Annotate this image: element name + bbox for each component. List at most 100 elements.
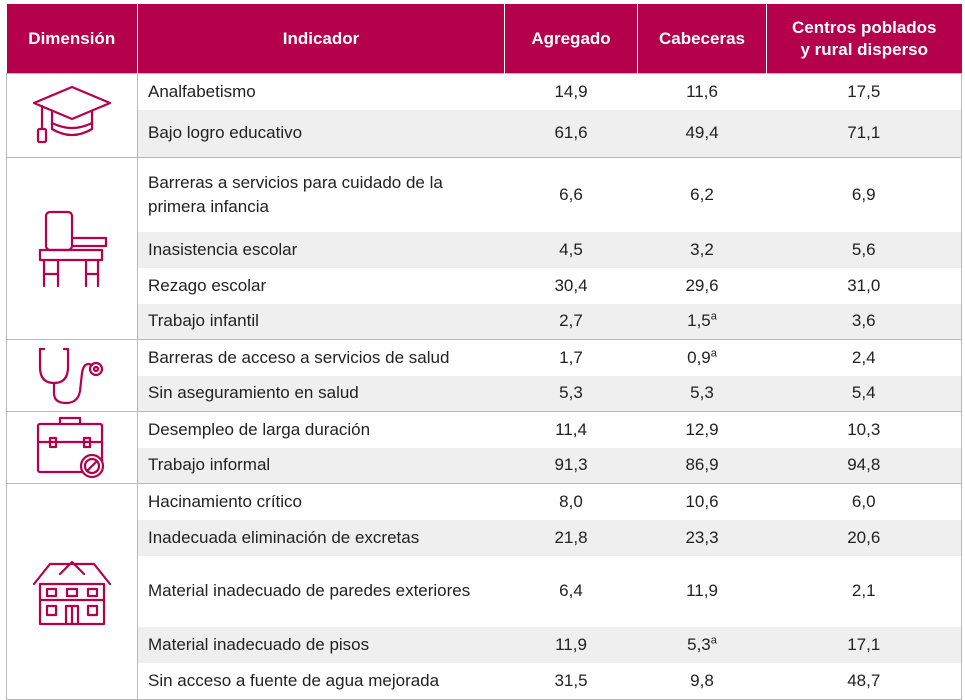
header-indicator: Indicador: [137, 4, 505, 74]
table-row: Desempleo de larga duración 11,4 12,9 10…: [6, 411, 962, 484]
indicator-cell: Hacinamiento crítico: [137, 483, 505, 520]
indicator-cell: Sin aseguramiento en salud: [137, 375, 505, 412]
aggregate-cell: 11,4: [504, 411, 638, 448]
heads-cell: 0,9a: [637, 339, 767, 376]
indicator-cell: Trabajo infantil: [137, 303, 505, 340]
header-aggregate: Agregado: [504, 4, 638, 74]
rural-cell: 94,8: [766, 447, 962, 484]
table-row: Trabajo informal 91,3 86,9 94,8: [7, 447, 962, 484]
heads-value: 86,9: [685, 455, 719, 475]
heads-value: 5,3: [690, 383, 714, 403]
table-row: Barreras a servicios para cuidado de la …: [6, 157, 962, 340]
header-dimension: Dimensión: [6, 4, 138, 74]
indicator-cell: Barreras a servicios para cuidado de la …: [137, 157, 505, 232]
table-row: Bajo logro educativo 61,6 49,4 71,1: [7, 109, 962, 158]
dimension-childhood: [6, 157, 138, 340]
poverty-indicators-table: Dimensión Indicador Agregado Cabeceras C…: [6, 4, 962, 700]
rural-cell: 3,6: [766, 303, 962, 340]
aggregate-cell: 1,7: [504, 339, 638, 376]
aggregate-cell: 2,7: [504, 303, 638, 340]
heads-cell: 10,6: [637, 483, 767, 520]
table-row: Barreras de acceso a servicios de salud …: [6, 339, 962, 412]
footnote-mark: a: [710, 347, 717, 360]
heads-cell: 3,2: [637, 231, 767, 268]
heads-value: 3,2: [690, 239, 714, 259]
indicator-cell: Inadecuada eliminación de excretas: [137, 519, 505, 556]
aggregate-cell: 11,9: [504, 626, 638, 663]
aggregate-cell: 6,4: [559, 581, 583, 600]
rural-cell: 6,0: [766, 483, 962, 520]
heads-value: 10,6: [685, 491, 719, 511]
header-rural: Centros poblados y rural disperso: [766, 4, 962, 74]
heads-cell: 11,9: [638, 556, 767, 627]
rural-cell: 17,5: [766, 73, 962, 110]
indicator-cell: Material inadecuado de pisos: [137, 626, 505, 663]
dimension-education: [6, 73, 138, 158]
rural-cell: 48,7: [766, 662, 962, 700]
table-row: Rezago escolar 30,4 29,6 31,0: [7, 267, 962, 304]
heads-cell: 9,8: [637, 662, 767, 700]
header-rural-line2: y rural disperso: [800, 39, 929, 59]
table-row: Sin aseguramiento en salud 5,3 5,3 5,4: [7, 375, 962, 412]
rural-cell: 71,1: [766, 109, 962, 158]
table-row: Material inadecuado de pisos 11,9 5,3a 1…: [7, 626, 962, 663]
heads-value: 23,3: [685, 527, 719, 547]
indicator-cell: Bajo logro educativo: [137, 109, 505, 158]
table-row: Material inadecuado de paredes exteriore…: [7, 555, 962, 627]
heads-cell: 12,9: [637, 411, 767, 448]
rural-cell: 5,6: [766, 231, 962, 268]
dimension-housing: [6, 483, 138, 700]
heads-cell: 23,3: [637, 519, 767, 556]
header-row: Dimensión Indicador Agregado Cabeceras C…: [6, 4, 962, 74]
aggregate-cell: 8,0: [504, 483, 638, 520]
heads-value: 11,9: [686, 581, 718, 600]
heads-cell: 1,5a: [637, 303, 767, 340]
aggregate-cell: 61,6: [504, 109, 638, 158]
indicator-cell: Rezago escolar: [148, 275, 267, 295]
heads-value: 11,6: [686, 81, 718, 101]
school-desk-icon: [38, 210, 108, 287]
aggregate-cell: 14,9: [504, 73, 638, 110]
briefcase-icon: [36, 416, 105, 478]
aggregate-cell: 6,6: [504, 157, 638, 232]
heads-cell: 29,6: [638, 268, 767, 304]
heads-value: 12,9: [685, 419, 719, 439]
rural-cell: 17,1: [766, 626, 962, 663]
heads-value: 1,5: [687, 311, 711, 331]
aggregate-cell: 91,3: [504, 447, 638, 484]
indicator-cell: Analfabetismo: [137, 73, 505, 110]
poverty-table-container: Dimensión Indicador Agregado Cabeceras C…: [6, 4, 962, 700]
heads-cell: 49,4: [637, 109, 767, 158]
indicator-cell: Inasistencia escolar: [137, 231, 505, 268]
heads-value: 9,8: [690, 670, 714, 690]
heads-cell: 11,6: [637, 73, 767, 110]
aggregate-cell: 5,3: [504, 375, 638, 412]
aggregate-cell: 21,8: [504, 519, 638, 556]
dimension-work: [6, 411, 138, 484]
indicator-cell: Trabajo informal: [137, 447, 505, 484]
heads-value: 49,4: [685, 123, 719, 143]
indicator-cell: Desempleo de larga duración: [137, 411, 505, 448]
heads-cell: 5,3: [637, 375, 767, 412]
heads-cell: 6,2: [637, 157, 767, 232]
heads-value: 5,3: [687, 634, 711, 654]
heads-cell: 5,3a: [637, 626, 767, 663]
rural-cell: 2,1: [766, 555, 962, 627]
rural-cell: 10,3: [766, 411, 962, 448]
heads-value: 6,2: [690, 184, 714, 204]
rural-cell: 6,9: [766, 157, 962, 232]
table-row: Hacinamiento crítico 8,0 10,6 6,0: [6, 483, 962, 700]
rural-cell: 5,4: [766, 375, 962, 412]
graduation-cap-icon: [32, 85, 112, 143]
table-row: Inasistencia escolar 4,5 3,2 5,6: [7, 231, 962, 268]
heads-value: 0,9: [687, 347, 711, 367]
table-row: Trabajo infantil 2,7 1,5a 3,6: [7, 303, 962, 340]
heads-cell: 86,9: [637, 447, 767, 484]
rural-cell: 31,0: [766, 267, 962, 304]
table-row: Inadecuada eliminación de excretas 21,8 …: [7, 519, 962, 556]
aggregate-cell: 31,5: [504, 662, 638, 700]
dimension-health: [6, 339, 138, 412]
indicator-cell: Sin acceso a fuente de agua mejorada: [137, 662, 505, 700]
footnote-mark: a: [710, 633, 717, 646]
house-icon: [32, 560, 112, 625]
